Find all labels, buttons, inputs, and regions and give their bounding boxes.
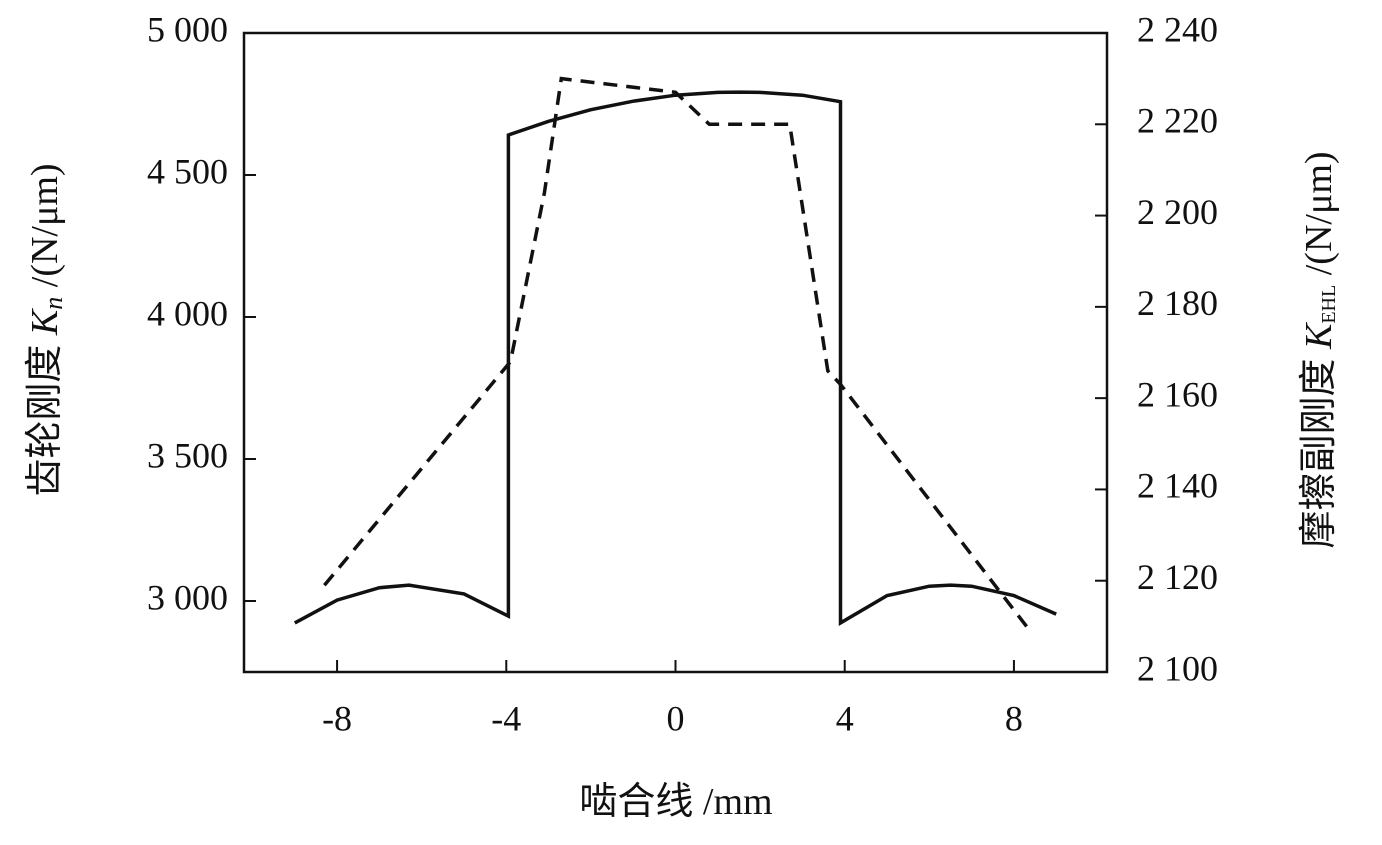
y-axis-label: 齿轮刚度 Kn /(N/μm) [24,163,68,496]
y2-tick-label: 2 120 [1137,557,1218,597]
y-axis-label-unit: /(N/μm) [24,163,66,296]
y2-tick-label: 2 140 [1137,466,1218,506]
y-axis-label-symbol: K [24,308,66,336]
x-tick-label: -8 [322,698,352,738]
y-tick-label: 3 500 [147,435,228,475]
y2-tick-label: 2 220 [1137,101,1218,141]
x-axis-label-text: 啮合线 /mm [579,781,772,823]
y-tick-label: 4 000 [147,293,228,333]
y-axis-label-text: 齿轮刚度 [24,335,66,497]
y2-axis-label-text: 摩擦副刚度 [1298,349,1340,549]
x-tick-label: 8 [1005,698,1023,738]
y2-tick-label: 2 180 [1137,283,1218,323]
y-tick-label: 5 000 [147,9,228,49]
y2-axis-label-subscript: EHL [1318,285,1340,324]
x-axis-label: 啮合线 /mm [579,781,772,823]
data-line [323,76,1028,628]
data-line [293,90,1057,626]
x-tick-label: -4 [491,698,521,738]
y-tick-label: 4 500 [147,151,228,191]
plot-frame [242,31,1109,674]
y2-axis-label-unit: /(N/μm) [1298,151,1340,284]
y2-tick-label: 2 200 [1137,192,1218,232]
y-tick-label: 3 000 [147,577,228,617]
y2-tick-label: 2 240 [1137,9,1218,49]
y2-tick-label: 2 160 [1137,374,1218,414]
x-tick-label: 0 [667,698,685,738]
y2-tick-label: 2 100 [1137,648,1218,688]
x-tick-label: 4 [836,698,854,738]
y2-axis-label-symbol: K [1298,322,1340,350]
y-axis-label-subscript: n [39,297,68,310]
y2-axis-label: 摩擦副刚度 KEHL /(N/μm) [1298,151,1340,548]
